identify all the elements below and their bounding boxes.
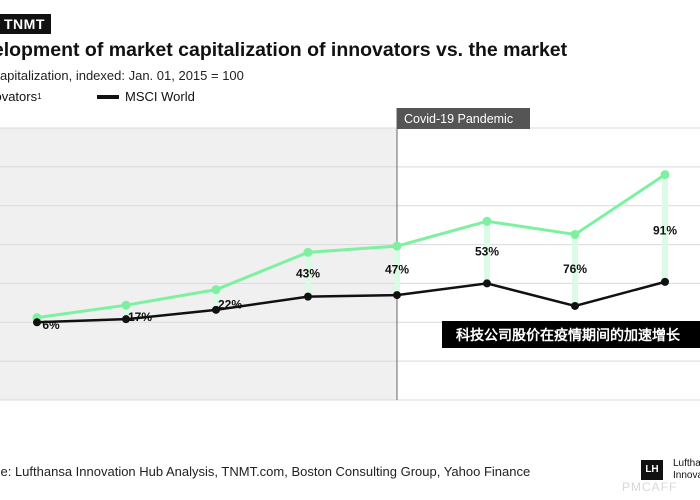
gap-label: 17%	[128, 310, 152, 324]
gap-label: 6%	[42, 318, 60, 332]
source-note: ce: Lufthansa Innovation Hub Analysis, T…	[0, 464, 531, 479]
pre-pandemic-shade	[0, 128, 397, 400]
gap-label: 53%	[475, 244, 499, 258]
pandemic-label: Covid-19 Pandemic	[404, 112, 513, 126]
point-msci	[304, 292, 312, 301]
point-innovators	[482, 216, 492, 226]
point-msci	[571, 301, 579, 310]
market-cap-chart: Covid-19 Pandemic 6% 17% 22% 43% 47% 53% 76% 91%…	[0, 108, 700, 401]
tnmt-logo: TNMT	[0, 14, 51, 34]
lufthansa-logo-icon: LH	[641, 460, 663, 480]
point-innovators	[392, 241, 402, 251]
point-msci	[33, 318, 41, 327]
legend-label-msci: MSCI World	[125, 89, 195, 104]
legend-item-msci: MSCI World	[97, 89, 195, 104]
series-line-msci	[36, 280, 666, 324]
gap-band	[394, 246, 400, 296]
point-msci	[122, 315, 130, 324]
point-innovators	[570, 229, 580, 239]
gap-band	[123, 305, 129, 320]
legend-swatch-msci	[97, 94, 119, 99]
point-innovators	[660, 170, 670, 180]
watermark-text: PMCAFF	[622, 480, 678, 494]
gap-band	[213, 289, 219, 310]
point-innovators	[211, 285, 221, 295]
callout-box	[442, 321, 700, 348]
point-innovators	[121, 300, 131, 310]
gap-band	[572, 234, 578, 306]
gap-label: 22%	[218, 298, 242, 312]
gap-label: 76%	[563, 262, 587, 276]
gap-label: 43%	[296, 266, 320, 280]
callout-text: 科技公司股价在疫情期间的加速增长	[456, 327, 681, 344]
footer-org-line1: Lufthansa	[673, 458, 700, 469]
legend-item-innovators: nnovators1	[0, 89, 42, 104]
pandemic-label-box	[397, 108, 530, 129]
footer-org-name: Lufthansa Innovati	[673, 458, 700, 482]
series-line-innovators	[36, 173, 666, 320]
chart-subtitle: et capitalization, indexed: Jan. 01, 201…	[0, 68, 244, 83]
point-msci	[661, 277, 669, 286]
legend-footnote-mark: 1	[37, 92, 42, 101]
gap-label: 91%	[653, 224, 677, 238]
legend-label-innovators: nnovators	[0, 89, 38, 104]
chart-title: velopment of market capitalization of in…	[0, 39, 568, 61]
gap-band	[305, 252, 311, 297]
point-msci	[212, 305, 220, 314]
point-msci	[483, 279, 491, 288]
gap-band	[662, 174, 668, 282]
point-msci	[393, 291, 401, 300]
gap-band	[484, 221, 490, 284]
footer-org-line2: Innovati	[673, 470, 700, 481]
point-innovators	[303, 247, 313, 257]
gap-label: 47%	[385, 263, 409, 277]
